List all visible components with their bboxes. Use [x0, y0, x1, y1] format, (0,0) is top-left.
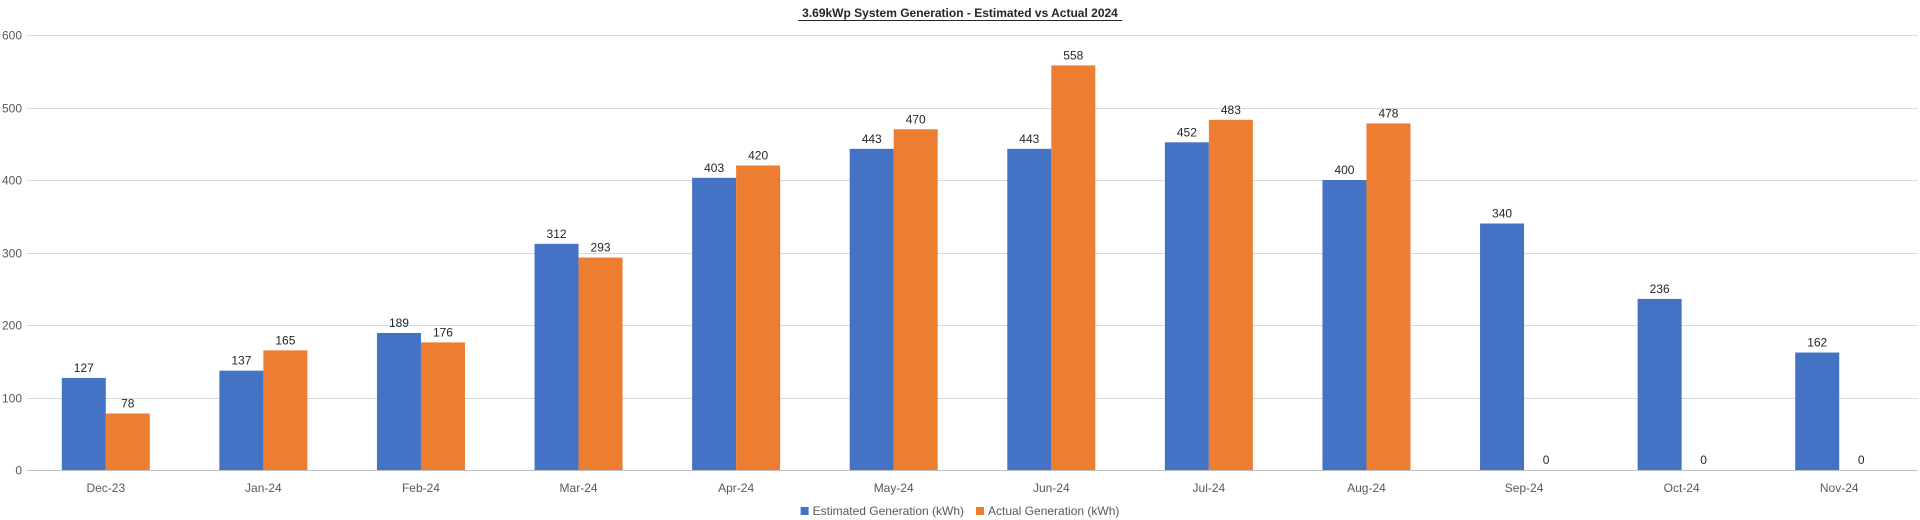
y-tick-label: 300 [2, 247, 22, 261]
data-label-estimated-may-24: 443 [862, 132, 882, 146]
data-label-actual-jun-24: 558 [1063, 48, 1083, 62]
legend-swatch [800, 507, 809, 515]
data-label-actual-nov-24: 0 [1858, 453, 1865, 467]
bar-actual-feb-24 [420, 342, 465, 470]
x-axis: Dec-23 Jan-24 Feb-24 Mar-24 Apr-24 May-24 Jun-… [86, 481, 1858, 495]
x-tick-label: May-24 [874, 481, 914, 495]
chart-title: 3.69kWp System Generation - Estimated vs… [802, 6, 1118, 20]
bars [61, 65, 1840, 471]
x-tick-label: Oct-24 [1664, 481, 1700, 495]
legend-label: Actual Generation (kWh) [988, 504, 1119, 518]
legend-swatch [976, 507, 984, 515]
bar-estimated-may-24 [849, 148, 894, 470]
bar-actual-aug-24 [1366, 123, 1411, 470]
legend-label: Estimated Generation (kWh) [813, 504, 964, 518]
bar-estimated-nov-24 [1795, 352, 1840, 470]
data-label-actual-may-24: 470 [906, 112, 926, 126]
y-axis: 0 100 200 300 400 500 600 [2, 29, 22, 478]
data-label-estimated-dec-23: 127 [74, 361, 94, 375]
data-label-estimated-mar-24: 312 [547, 227, 567, 241]
bar-actual-jan-24 [263, 350, 308, 470]
data-label-estimated-oct-24: 236 [1650, 282, 1670, 296]
legend-item-actual: Actual Generation (kWh) [976, 504, 1119, 518]
data-label-actual-feb-24: 176 [433, 325, 453, 339]
x-tick-label: Sep-24 [1505, 481, 1544, 495]
data-label-estimated-feb-24: 189 [389, 316, 409, 330]
data-label-estimated-aug-24: 400 [1334, 163, 1354, 177]
data-label-actual-jul-24: 483 [1221, 103, 1241, 117]
bar-estimated-aug-24 [1322, 180, 1367, 470]
data-label-actual-oct-24: 0 [1700, 453, 1707, 467]
data-label-actual-sep-24: 0 [1543, 453, 1550, 467]
data-label-estimated-jul-24: 452 [1177, 125, 1197, 139]
data-labels: 127 78 137 165 189 176 312 293 403 420 443 470 443 55… [74, 48, 1865, 467]
y-tick-label: 500 [2, 102, 22, 116]
bar-actual-jun-24 [1051, 65, 1096, 470]
gridlines [27, 35, 1918, 471]
data-label-estimated-sep-24: 340 [1492, 207, 1512, 221]
data-label-actual-dec-23: 78 [121, 396, 135, 410]
bar-actual-dec-23 [105, 413, 150, 470]
x-tick-label: Nov-24 [1820, 481, 1859, 495]
data-label-actual-aug-24: 478 [1378, 106, 1398, 120]
data-label-estimated-jan-24: 137 [231, 354, 251, 368]
y-tick-label: 100 [2, 392, 22, 406]
bar-actual-jul-24 [1208, 119, 1253, 470]
x-tick-label: Aug-24 [1347, 481, 1386, 495]
y-tick-label: 0 [15, 464, 22, 478]
bar-estimated-mar-24 [534, 243, 579, 470]
bar-estimated-feb-24 [376, 332, 421, 470]
x-tick-label: Dec-23 [86, 481, 125, 495]
bar-actual-mar-24 [578, 257, 623, 470]
bar-estimated-apr-24 [692, 177, 737, 470]
bar-actual-apr-24 [736, 165, 781, 470]
data-label-actual-apr-24: 420 [748, 149, 768, 163]
bar-estimated-jun-24 [1007, 148, 1052, 470]
y-tick-label: 600 [2, 29, 22, 43]
bar-estimated-sep-24 [1480, 223, 1525, 470]
bar-actual-may-24 [893, 129, 938, 470]
y-tick-label: 400 [2, 174, 22, 188]
bar-estimated-jul-24 [1164, 142, 1209, 471]
legend-item-estimated: Estimated Generation (kWh) [800, 504, 964, 518]
x-tick-label: Jul-24 [1193, 481, 1226, 495]
data-label-estimated-apr-24: 403 [704, 161, 724, 175]
bar-estimated-oct-24 [1637, 298, 1682, 470]
x-tick-label: Apr-24 [718, 481, 754, 495]
x-tick-label: Feb-24 [402, 481, 440, 495]
x-tick-label: Jun-24 [1033, 481, 1070, 495]
data-label-actual-mar-24: 293 [591, 241, 611, 255]
data-label-estimated-jun-24: 443 [1019, 132, 1039, 146]
bar-estimated-jan-24 [219, 370, 264, 470]
y-tick-label: 200 [2, 319, 22, 333]
data-label-estimated-nov-24: 162 [1807, 336, 1827, 350]
legend: Estimated Generation (kWh) Actual Generat… [800, 504, 1119, 518]
data-label-actual-jan-24: 165 [275, 333, 295, 347]
bar-estimated-dec-23 [61, 377, 106, 470]
x-tick-label: Jan-24 [245, 481, 282, 495]
x-tick-label: Mar-24 [560, 481, 598, 495]
